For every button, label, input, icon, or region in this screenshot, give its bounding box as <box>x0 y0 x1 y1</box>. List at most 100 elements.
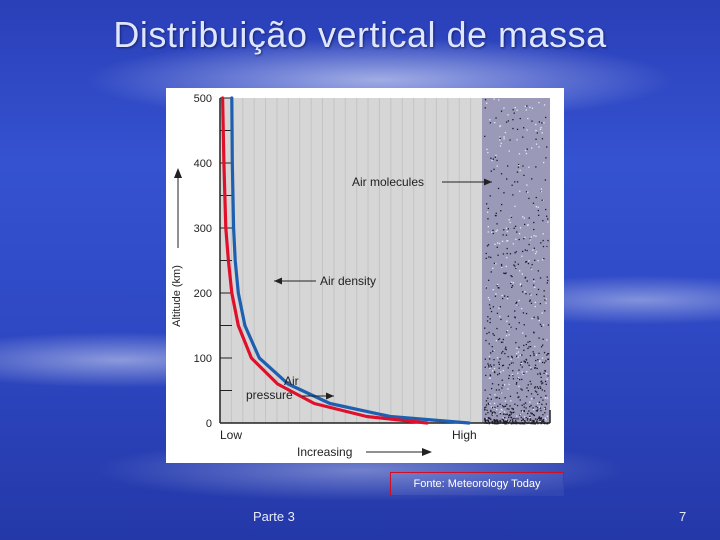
molecule-dot <box>543 122 545 124</box>
molecule-dot <box>527 117 529 120</box>
molecule-dot <box>512 194 514 196</box>
molecule-dot <box>512 109 514 111</box>
molecule-dot <box>499 358 501 360</box>
molecule-dot <box>526 387 528 389</box>
molecule-dot <box>510 281 513 283</box>
molecule-dot <box>535 354 538 356</box>
molecule-dot <box>529 380 531 383</box>
molecule-dot <box>512 362 514 364</box>
molecule-dot <box>545 395 547 397</box>
molecule-dot <box>522 373 524 375</box>
molecule-dot <box>543 258 545 260</box>
molecule-dot <box>543 407 546 410</box>
molecule-dot <box>490 352 492 354</box>
molecule-dot <box>542 420 544 423</box>
molecule-dot <box>531 120 533 122</box>
molecule-dot <box>486 102 488 104</box>
molecule-dot <box>537 288 540 291</box>
molecule-dot <box>529 416 531 419</box>
molecule-dot <box>499 419 501 422</box>
molecule-dot <box>502 350 504 353</box>
molecule-dot <box>535 206 537 208</box>
molecule-dot <box>517 166 520 168</box>
molecule-dot <box>534 386 536 388</box>
molecule-dot <box>505 421 507 423</box>
molecule-dot <box>506 330 509 332</box>
molecule-dot <box>511 357 513 359</box>
molecule-dot <box>544 417 546 419</box>
molecule-dot <box>524 416 526 418</box>
molecule-dot <box>499 306 501 308</box>
molecule-dot <box>502 338 504 341</box>
molecule-dot <box>505 419 507 421</box>
molecule-dot <box>495 293 497 295</box>
molecule-dot <box>501 365 504 367</box>
molecule-dot <box>515 328 517 330</box>
molecule-dot <box>504 295 506 297</box>
molecule-dot <box>527 224 529 226</box>
molecule-dot <box>533 221 535 224</box>
molecule-dot <box>484 366 486 368</box>
molecule-dot <box>506 408 508 410</box>
molecule-dot <box>524 223 526 226</box>
molecule-dot <box>535 138 537 140</box>
molecule-dot <box>524 291 526 293</box>
molecule-dot <box>493 411 495 413</box>
molecule-dot <box>543 104 546 106</box>
molecule-dot <box>534 253 537 255</box>
molecule-dot <box>496 246 498 248</box>
molecule-dot <box>535 143 538 145</box>
molecule-dot <box>487 402 489 404</box>
molecule-dot <box>507 419 509 421</box>
molecule-dot <box>516 171 519 173</box>
molecule-dot <box>514 106 516 109</box>
molecule-dot <box>502 419 504 421</box>
molecule-dot <box>540 409 542 412</box>
molecule-dot <box>537 270 539 272</box>
molecule-dot <box>484 327 486 329</box>
molecule-dot <box>498 242 501 245</box>
molecule-dot <box>526 148 528 150</box>
molecule-dot <box>518 233 521 235</box>
molecule-dot <box>540 242 542 244</box>
molecule-dot <box>547 353 549 355</box>
molecule-dot <box>508 414 510 417</box>
molecule-dot <box>528 410 530 412</box>
molecule-dot <box>495 230 497 232</box>
molecule-dot <box>525 109 527 111</box>
molecule-dot <box>503 229 505 231</box>
molecule-dot <box>528 346 530 348</box>
molecule-dot <box>490 410 492 413</box>
molecule-dot <box>489 307 491 310</box>
molecule-dot <box>505 413 507 416</box>
molecule-dot <box>487 419 489 421</box>
molecule-dot <box>536 421 538 423</box>
molecule-dot <box>525 343 527 346</box>
molecule-dot <box>518 396 520 398</box>
molecule-dot <box>499 411 501 413</box>
annotation-air-density-arrow-head <box>274 277 282 285</box>
molecule-dot <box>521 354 523 356</box>
molecule-dot <box>517 351 520 353</box>
molecule-dot <box>491 411 494 414</box>
molecule-dot <box>515 238 517 240</box>
molecule-dot <box>516 301 518 303</box>
molecule-dot <box>544 370 546 372</box>
molecule-dot <box>490 406 493 408</box>
molecule-dot <box>518 385 520 388</box>
molecule-dot <box>537 209 539 212</box>
molecule-dot <box>493 419 495 421</box>
molecule-dot <box>484 418 486 420</box>
molecule-dot <box>541 403 543 405</box>
molecule-dot <box>514 403 516 405</box>
molecule-dot <box>532 202 535 204</box>
molecule-dot <box>537 206 539 208</box>
molecule-dot <box>489 417 491 419</box>
molecule-dot <box>514 252 516 254</box>
molecule-dot <box>519 190 521 192</box>
molecule-dot <box>486 320 489 322</box>
molecule-dot <box>545 419 547 421</box>
molecule-dot <box>541 389 543 391</box>
molecule-dot <box>493 334 495 336</box>
molecule-dot <box>518 163 520 166</box>
